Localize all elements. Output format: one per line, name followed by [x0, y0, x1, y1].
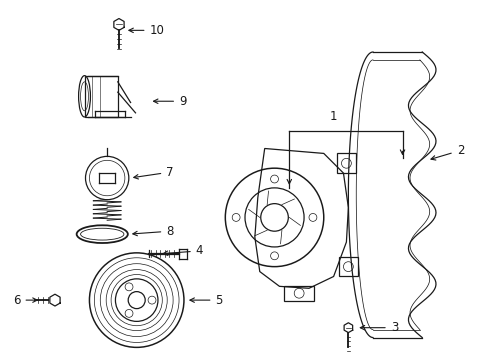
Polygon shape: [344, 323, 353, 333]
Text: 9: 9: [153, 95, 187, 108]
Polygon shape: [50, 294, 60, 306]
Polygon shape: [114, 18, 124, 30]
Text: 6: 6: [13, 294, 37, 307]
Text: 4: 4: [163, 244, 203, 257]
Text: 7: 7: [134, 166, 174, 179]
Text: 1: 1: [330, 110, 337, 123]
Text: 10: 10: [129, 24, 164, 37]
Text: 8: 8: [133, 225, 173, 238]
Text: 5: 5: [190, 294, 223, 307]
Text: 3: 3: [360, 321, 398, 334]
Text: 2: 2: [431, 144, 464, 160]
